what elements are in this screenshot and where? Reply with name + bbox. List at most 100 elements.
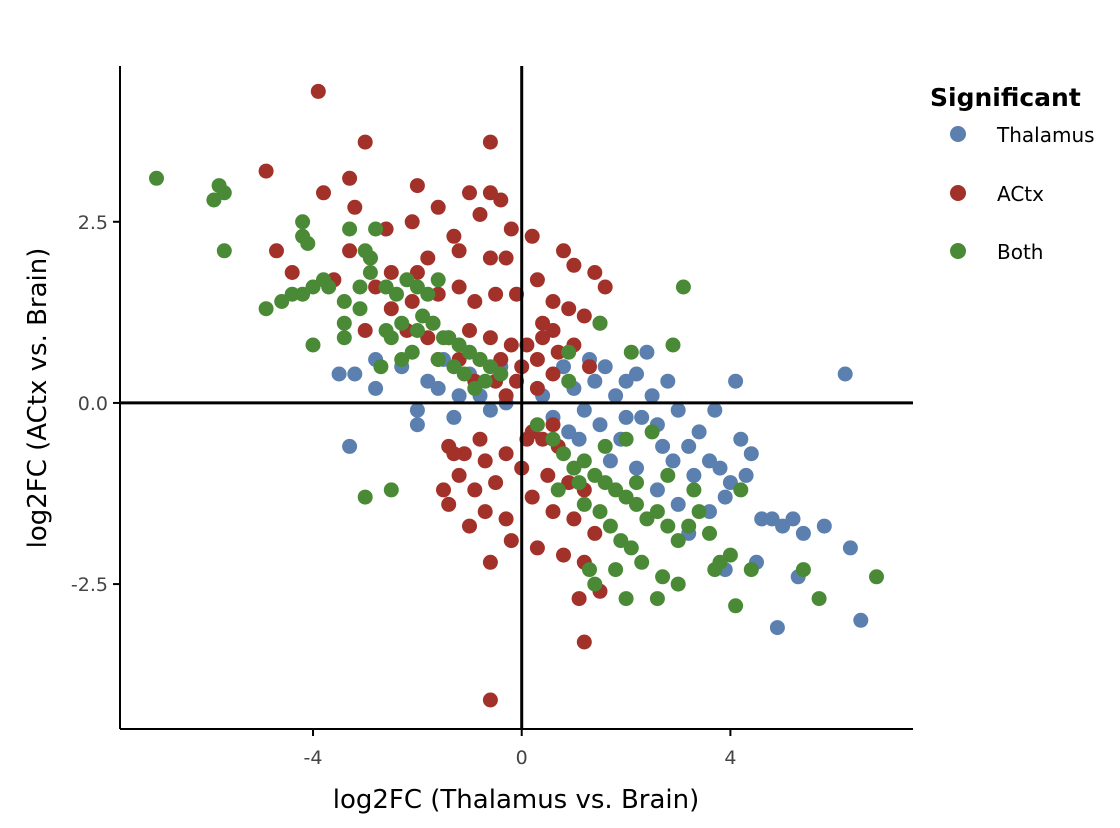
data-point [618, 373, 634, 389]
data-point [467, 294, 483, 309]
data-point [686, 467, 702, 483]
data-point [493, 192, 509, 208]
data-point [488, 475, 504, 491]
plot-area: -4 0 4 2.5 0.0 -2.5 [71, 66, 913, 769]
data-point [561, 301, 577, 317]
data-point [535, 315, 551, 331]
data-point [597, 475, 613, 491]
data-point [467, 380, 483, 396]
data-point [529, 380, 545, 396]
data-point [618, 489, 634, 505]
data-point [550, 482, 566, 498]
data-point [556, 359, 571, 375]
x-axis-title: log2FC (Thalamus vs. Brain) [333, 785, 700, 815]
data-point [582, 562, 597, 578]
data-point [592, 315, 608, 331]
data-point [566, 511, 582, 527]
data-point [451, 243, 467, 259]
data-point [430, 286, 446, 302]
data-point [404, 344, 420, 360]
data-point [357, 489, 373, 505]
data-point [587, 265, 603, 280]
data-point [670, 496, 686, 512]
data-point [436, 330, 451, 346]
data-point [842, 540, 858, 556]
data-point [576, 453, 592, 469]
data-point [347, 366, 363, 382]
data-point [602, 453, 618, 469]
legend-label-actx: ACtx [997, 182, 1044, 206]
data-point [498, 250, 514, 266]
data-point [853, 612, 869, 628]
data-point [383, 301, 399, 317]
data-point [482, 134, 498, 150]
data-point [451, 279, 467, 295]
data-point [618, 591, 634, 607]
data-point [602, 518, 618, 534]
data-point [409, 323, 425, 338]
data-point [634, 409, 650, 425]
data-point [837, 366, 853, 382]
data-point [597, 438, 613, 454]
data-point [686, 482, 702, 498]
data-point [561, 344, 577, 360]
data-point [702, 453, 717, 469]
data-point [649, 591, 665, 607]
data-point [342, 243, 358, 259]
legend-title: Significant [930, 83, 1081, 112]
y-tick-label: -2.5 [71, 574, 108, 596]
data-point [785, 511, 801, 527]
data-point [321, 279, 337, 295]
y-tick-label: 2.5 [78, 212, 108, 234]
data-point [649, 482, 665, 498]
data-point [409, 417, 425, 433]
data-point [352, 279, 368, 295]
data-point [660, 467, 676, 483]
data-point [357, 134, 373, 150]
x-ticks: -4 0 4 [304, 729, 736, 769]
data-point [655, 438, 671, 454]
x-tick-label: 0 [516, 747, 528, 769]
data-point [670, 402, 686, 418]
data-point [550, 344, 566, 360]
data-point [336, 294, 352, 309]
data-point [587, 525, 603, 541]
data-point [493, 366, 509, 382]
data-point [305, 337, 321, 353]
legend: Significant Thalamus ACtx Both [930, 83, 1095, 264]
data-point [707, 562, 723, 578]
data-point [529, 352, 545, 367]
legend-item-thalamus[interactable]: Thalamus [950, 123, 1095, 147]
data-point [545, 417, 561, 433]
data-point [576, 496, 592, 512]
data-point [284, 286, 300, 302]
data-point [738, 467, 754, 483]
data-point [869, 569, 884, 585]
data-point [482, 330, 498, 346]
data-point [587, 576, 603, 592]
points-layer [149, 83, 884, 708]
data-point [613, 533, 629, 549]
data-point [717, 489, 733, 505]
data-point [743, 562, 759, 578]
data-point [368, 380, 384, 396]
data-point [571, 475, 587, 491]
data-point [430, 272, 446, 288]
data-point [524, 228, 540, 244]
data-point [378, 221, 394, 237]
data-point [357, 323, 373, 338]
data-point [216, 243, 232, 259]
data-point [415, 308, 431, 324]
data-point [545, 366, 561, 382]
data-point [342, 170, 358, 186]
legend-item-both[interactable]: Both [950, 240, 1043, 264]
data-point [655, 569, 671, 585]
legend-marker-both [950, 243, 966, 259]
data-point [618, 431, 634, 447]
legend-item-actx[interactable]: ACtx [950, 182, 1044, 206]
data-point [456, 366, 472, 382]
data-point [342, 438, 358, 454]
data-point [556, 243, 571, 259]
data-point [561, 475, 577, 491]
